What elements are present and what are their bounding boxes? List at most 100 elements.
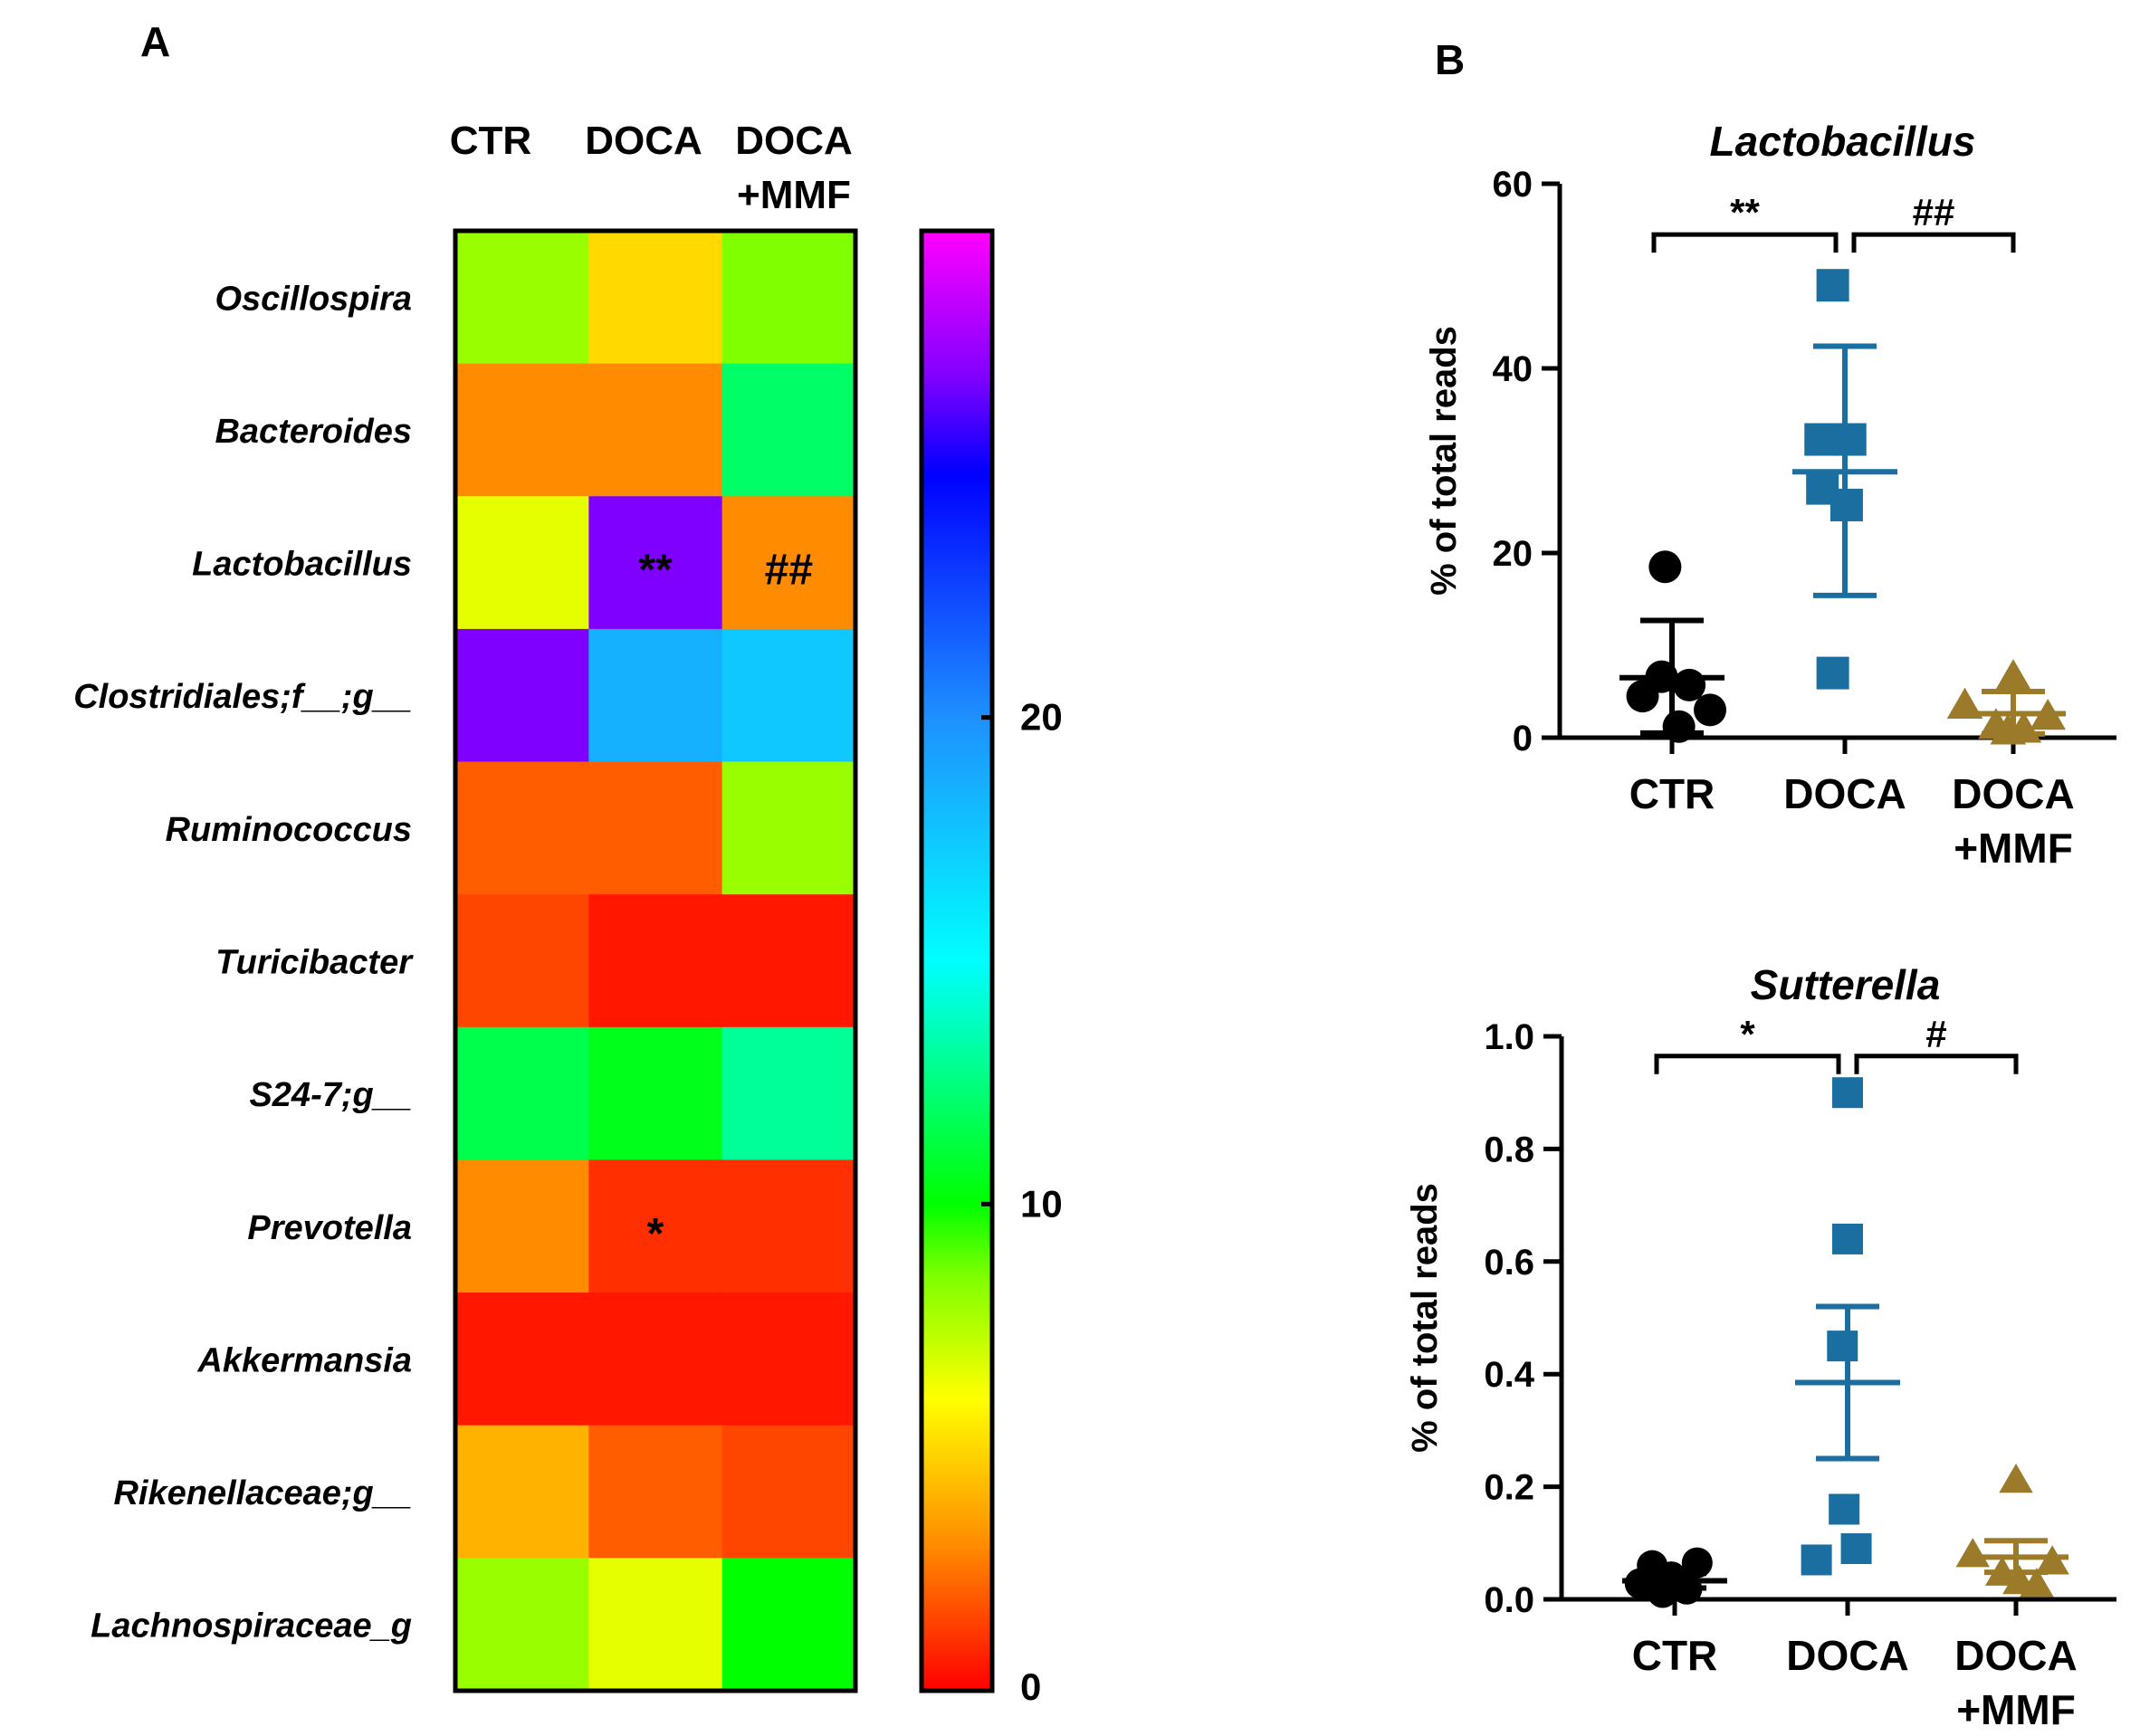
data-point: [1816, 269, 1849, 302]
heatmap-border: [453, 228, 858, 1693]
heatmap-column-label-doca: DOCA: [585, 119, 702, 163]
heatmap-annotation: **: [638, 547, 673, 595]
heatmap-cell: [721, 1026, 856, 1161]
colorbar-bar: [919, 228, 995, 1693]
x-tick-label-line2: +MMF: [1956, 1686, 2076, 1733]
heatmap-row-label: Turicibacter: [215, 944, 414, 982]
significance-label: #: [1925, 1013, 1946, 1055]
x-tick-label: DOCA: [1952, 770, 2074, 817]
heatmap-cell: [588, 1558, 723, 1692]
x-tick-label: DOCA: [1786, 1632, 1908, 1679]
significance-bracket: [1851, 232, 2016, 253]
heatmap-row-labels: Oscillospira Bacteroides Lactobacillus Clos…: [73, 280, 414, 1645]
heatmap-row-label: Akkermansia: [196, 1341, 412, 1379]
y-tick-label: 20: [1493, 534, 1533, 574]
significance-bracket: [1651, 232, 1839, 253]
heatmap-cell: [455, 894, 589, 1028]
data-point: [1827, 1331, 1858, 1362]
data-point: [1694, 693, 1727, 727]
y-tick-label: 0.0: [1484, 1580, 1534, 1620]
data-point: [1832, 1077, 1863, 1109]
panel-label-b: B: [1435, 36, 1465, 83]
heatmap-column-label-ctr: CTR: [450, 119, 531, 163]
heatmap-annotation: *: [647, 1210, 664, 1258]
heatmap-cell: [588, 231, 723, 365]
y-tick-label: 40: [1493, 349, 1533, 389]
y-tick-label: 0.2: [1484, 1468, 1534, 1508]
y-tick-label: 0.8: [1484, 1130, 1534, 1169]
data-point: [1673, 668, 1706, 701]
colorbar: 0 10 20: [919, 228, 1063, 1708]
heatmap-cell: [588, 1292, 723, 1426]
heatmap-cell: [455, 1159, 589, 1293]
heatmap-cell: [721, 231, 856, 365]
y-axis-label: % of total reads: [1405, 1183, 1445, 1453]
colorbar-ticks: 0 10 20: [981, 696, 1063, 1708]
heatmap-cell: [721, 496, 856, 630]
chart-title: Lactobacillus: [1710, 118, 1976, 165]
heatmap-cell: [588, 628, 723, 763]
data-point: [1833, 423, 1867, 456]
heatmap-cell: [721, 1558, 856, 1692]
heatmap-cell: [721, 761, 856, 895]
heatmap-cell: [588, 894, 723, 1028]
heatmap-row-label: Lactobacillus: [192, 546, 412, 584]
heatmap-cell: [455, 363, 589, 497]
data-point: [1816, 656, 1849, 690]
lactobacillus-scatter-chart: Lactobacillus % of total reads 0 20 40 60 CTR D…: [1424, 118, 2116, 872]
heatmap-row-label: Rikenellaceae;g__: [113, 1474, 412, 1512]
heatmap-cell: [455, 231, 589, 365]
heatmap-cell: [721, 894, 856, 1028]
heatmap-cell: [588, 761, 723, 895]
heatmap-annotations: ** ## *: [638, 547, 813, 1258]
heatmap-cell: [721, 363, 856, 497]
heatmap-cell: [721, 1292, 856, 1426]
heatmap-row-label: Bacteroides: [215, 413, 412, 451]
x-tick-label: DOCA: [1954, 1632, 2077, 1679]
colorbar-tick-label: 10: [1020, 1182, 1063, 1225]
sutterella-scatter-chart: Sutterella % of total reads 0.0 0.2 0.4 0.6 0.…: [1405, 961, 2116, 1733]
heatmap-cell: [588, 363, 723, 497]
y-axis-label: % of total reads: [1424, 326, 1464, 596]
heatmap-cell: [721, 1425, 856, 1559]
x-tick-label: CTR: [1632, 1632, 1718, 1679]
heatmap-cell: [455, 1026, 589, 1161]
data-point: [1999, 1464, 2033, 1493]
heatmap-cell: [455, 761, 589, 895]
heatmap-cell: [721, 1159, 856, 1293]
heatmap-cell: [455, 1558, 589, 1692]
heatmap-row-label: Lachnospiraceae_g: [91, 1607, 412, 1645]
chart-title: Sutterella: [1751, 961, 1941, 1008]
heatmap-cell: [588, 1026, 723, 1161]
heatmap-cell: [588, 1425, 723, 1559]
heatmap-cell: [455, 628, 589, 763]
y-tick-label: 0: [1513, 719, 1533, 758]
data-point: [1662, 710, 1696, 743]
data-point: [1990, 713, 2027, 745]
data-point: [1801, 1544, 1832, 1576]
heatmap-cell: [455, 1292, 589, 1426]
data-point: [2020, 1568, 2054, 1598]
heatmap-annotation: ##: [765, 547, 813, 595]
colorbar-tick-label: 20: [1020, 696, 1063, 739]
data-point: [1832, 1223, 1863, 1254]
x-tick-label: DOCA: [1783, 770, 1906, 817]
significance-bracket: [1654, 1054, 1841, 1074]
data-point: [1804, 423, 1838, 456]
heatmap-cell: [588, 1159, 723, 1293]
significance-label: ##: [1913, 191, 1955, 234]
data-point: [1647, 1577, 1678, 1608]
y-tick-label: 0.4: [1484, 1355, 1534, 1395]
heatmap-row-label: S24-7;g__: [249, 1076, 412, 1114]
heatmap-cell: [455, 1425, 589, 1559]
heatmap-row-label: Oscillospira: [215, 280, 412, 318]
data-point: [1995, 659, 2031, 691]
panel-label-a: A: [140, 18, 170, 65]
data-point: [1946, 687, 1983, 719]
heatmap-cell: [455, 496, 589, 630]
colorbar-tick-label: 0: [1020, 1665, 1041, 1708]
heatmap-cells: [455, 231, 856, 1692]
x-tick-label-line2: +MMF: [1954, 825, 2073, 872]
heatmap-column-label-mmf-line1: DOCA: [735, 119, 853, 163]
